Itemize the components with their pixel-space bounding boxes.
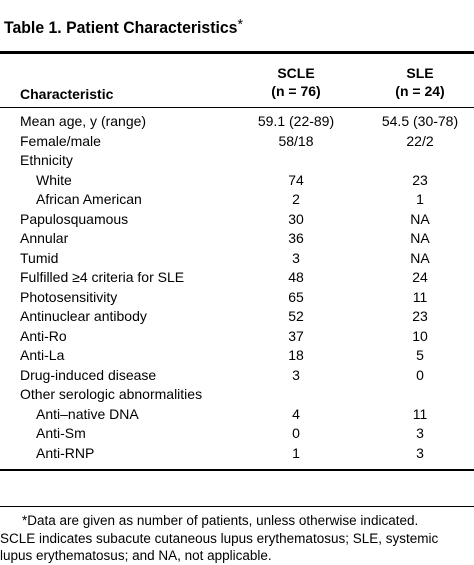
table-row: Other serologic abnormalities: [0, 385, 474, 405]
scle-value: 18: [288, 347, 304, 363]
row-label: Mean age, y (range): [20, 113, 147, 129]
header-scle-n: (n = 76): [271, 83, 321, 99]
sle-value: NA: [410, 249, 430, 266]
scle-value: 0: [292, 425, 300, 441]
sle-value: 54.5 (30-78): [381, 113, 459, 129]
sle-value: 1: [416, 191, 424, 207]
table-title-text: Table 1. Patient Characteristics: [4, 18, 238, 37]
table-row: Papulosquamous 30 NA: [0, 210, 474, 230]
row-label: Annular: [20, 230, 69, 246]
table-row: Photosensitivity 65 11: [0, 288, 474, 308]
table-row: Anti-Sm 0 3: [0, 424, 474, 444]
header-sle: SLE (n = 24): [380, 64, 460, 100]
table-row: Antinuclear antibody 52 23: [0, 307, 474, 327]
table-row: Anti-La 18 5: [0, 346, 474, 366]
table-row: Drug-induced disease 3 0: [0, 366, 474, 386]
sle-value: NA: [410, 230, 430, 246]
row-label: Ethnicity: [20, 152, 73, 168]
table-row: Mean age, y (range) 59.1 (22-89) 54.5 (30-…: [0, 112, 474, 132]
footnote-rule: [0, 506, 474, 507]
sle-value: 0: [416, 366, 424, 383]
footnote-line: *Data are given as number of patients, u…: [22, 513, 419, 528]
row-label: Antinuclear antibody: [20, 308, 147, 324]
scle-value: 36: [288, 230, 304, 246]
sle-value: 3: [416, 425, 424, 441]
sle-value: 11: [412, 288, 428, 305]
table-row: Anti-RNP 1 3: [0, 444, 474, 464]
footnote-marker: *: [237, 16, 243, 33]
table-row: Tumid 3 NA: [0, 249, 474, 269]
scle-value: 4: [292, 405, 300, 422]
table-footnote: *Data are given as number of patients, u…: [0, 512, 474, 565]
table-row: White 74 23: [0, 171, 474, 191]
header-characteristic: Characteristic: [20, 86, 114, 102]
row-label: Photosensitivity: [20, 288, 118, 305]
scle-value: 52: [288, 308, 304, 324]
footnote-line: SCLE indicates subacute cutaneous lupus …: [0, 530, 439, 546]
table-row: African American 2 1: [0, 190, 474, 210]
table-row: Anti–native DNA 4 11: [0, 405, 474, 425]
scle-value: 1: [292, 444, 300, 461]
scle-value: 65: [288, 288, 304, 305]
row-label: Anti-Ro: [20, 327, 67, 344]
scle-value: 59.1 (22-89): [257, 113, 335, 129]
row-label: African American: [36, 191, 142, 207]
row-label: Female/male: [20, 132, 101, 149]
scle-value: 74: [288, 171, 304, 188]
sle-value: 3: [416, 444, 424, 461]
sle-value: 24: [412, 269, 428, 285]
scle-value: 30: [288, 210, 304, 227]
sle-value: 5: [416, 347, 424, 363]
row-label: Tumid: [20, 249, 59, 266]
scle-value: 48: [288, 269, 304, 285]
scle-value: 3: [292, 249, 300, 266]
header-scle-name: SCLE: [277, 65, 315, 81]
table-row: Anti-Ro 37 10: [0, 327, 474, 347]
scle-value: 3: [292, 366, 300, 383]
row-label: Anti-RNP: [36, 444, 95, 461]
scle-value: 58/18: [278, 132, 314, 149]
row-label: Drug-induced disease: [20, 366, 157, 383]
footnote-line: lupus erythematosus; and NA, not applica…: [0, 548, 272, 563]
top-rule: [0, 51, 474, 54]
sle-value: NA: [410, 210, 430, 227]
sle-value: 10: [412, 327, 428, 344]
table-row: Fulfilled ≥4 criteria for SLE 48 24: [0, 268, 474, 288]
row-label: Papulosquamous: [20, 210, 129, 227]
row-label: Anti-La: [20, 347, 65, 363]
sle-value: 22/2: [406, 132, 434, 149]
table-body: Mean age, y (range) 59.1 (22-89) 54.5 (30-…: [0, 112, 474, 463]
header-rule: [0, 107, 474, 108]
table-row: Female/male 58/18 22/2: [0, 132, 474, 152]
scle-value: 2: [292, 191, 300, 207]
header-scle: SCLE (n = 76): [256, 64, 336, 100]
bottom-rule: [0, 469, 474, 471]
row-label: Anti-Sm: [36, 425, 86, 441]
scle-value: 37: [288, 327, 304, 344]
sle-value: 11: [412, 405, 428, 422]
row-label: Other serologic abnormalities: [20, 386, 203, 402]
row-label: Fulfilled ≥4 criteria for SLE: [20, 269, 185, 285]
sle-value: 23: [412, 171, 428, 188]
header-sle-name: SLE: [406, 65, 434, 81]
table-title: Table 1. Patient Characteristics*: [4, 16, 243, 38]
header-sle-n: (n = 24): [395, 83, 445, 99]
table-row: Annular 36 NA: [0, 229, 474, 249]
table-row: Ethnicity: [0, 151, 474, 171]
sle-value: 23: [412, 308, 428, 324]
row-label: White: [36, 171, 72, 188]
row-label: Anti–native DNA: [36, 405, 139, 422]
